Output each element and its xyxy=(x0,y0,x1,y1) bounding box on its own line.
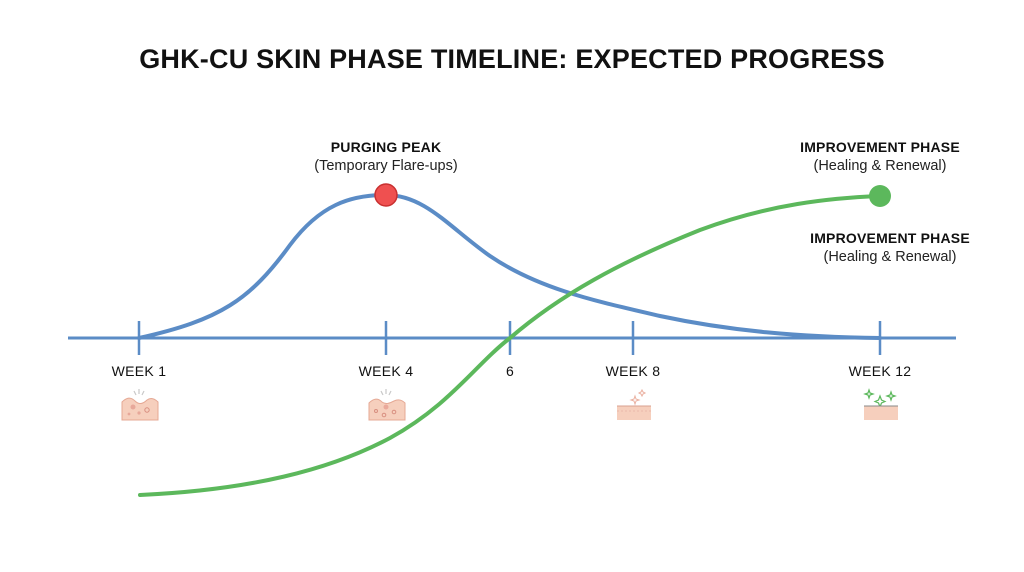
tick-label-week-1: WEEK 1 xyxy=(111,363,167,379)
improvement-subtext-bottom: (Healing & Renewal) xyxy=(823,249,957,265)
improvement-subtext-top: (Healing & Renewal) xyxy=(813,158,947,174)
improvement-end-marker xyxy=(869,185,891,207)
purging-curve xyxy=(137,192,882,340)
improvement-heading-bottom: IMPROVEMENT PHASE xyxy=(810,230,970,246)
tick-label-week-6: 6 xyxy=(505,363,515,379)
improvement-annotation-bottom: IMPROVEMENT PHASE (Healing & Renewal) xyxy=(770,229,1010,267)
improvement-heading-top: IMPROVEMENT PHASE xyxy=(800,139,960,155)
purging-peak-marker xyxy=(374,183,398,207)
purging-peak-heading: PURGING PEAK xyxy=(330,139,442,155)
tick-label-week-12: WEEK 12 xyxy=(848,363,912,379)
purging-peak-annotation: PURGING PEAK (Temporary Flare-ups) xyxy=(286,138,486,176)
purging-peak-subtext: (Temporary Flare-ups) xyxy=(314,158,458,174)
renewed-skin-sparkle-icon xyxy=(863,388,898,420)
chart-title: GHK-CU SKIN PHASE TIMELINE: EXPECTED PRO… xyxy=(139,44,885,74)
tick-label-week-4: WEEK 4 xyxy=(358,363,414,379)
tick-label-week-8: WEEK 8 xyxy=(605,363,661,379)
improvement-annotation-top: IMPROVEMENT PHASE (Healing & Renewal) xyxy=(770,138,990,176)
irritated-skin-icon xyxy=(121,389,159,421)
improvement-curve xyxy=(138,194,882,497)
purging-skin-icon xyxy=(368,389,406,421)
smoothing-skin-icon xyxy=(617,388,651,420)
